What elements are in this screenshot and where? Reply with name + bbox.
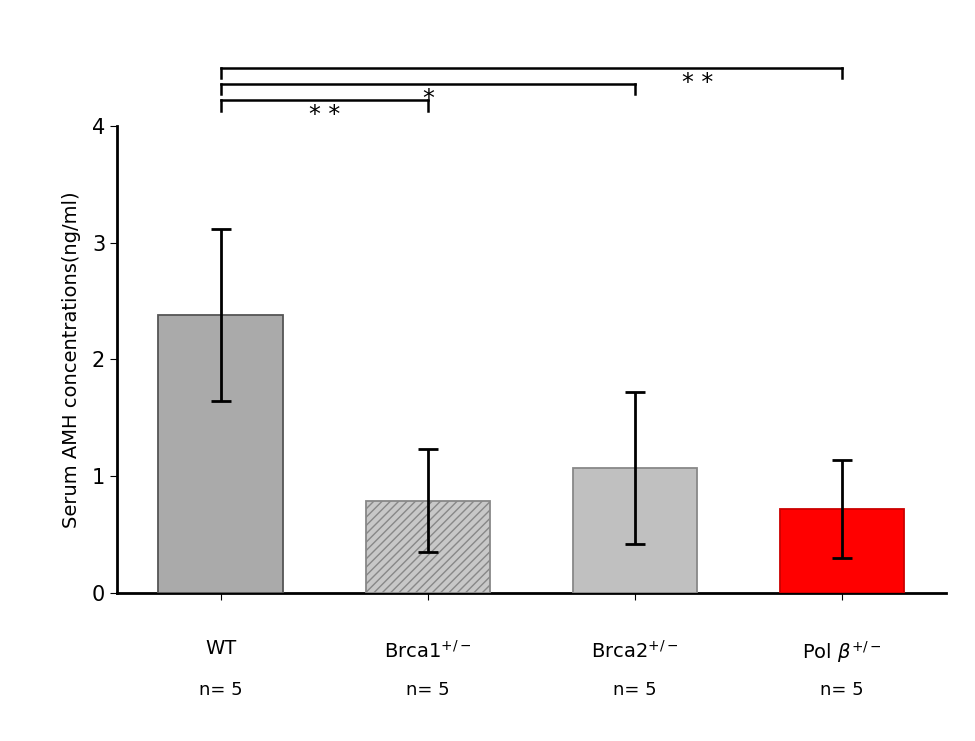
- Bar: [158, 315, 283, 593]
- Bar: [573, 468, 697, 593]
- Text: n= 5: n= 5: [406, 682, 449, 700]
- Text: * *: * *: [682, 70, 713, 95]
- Bar: [366, 501, 489, 593]
- Text: WT: WT: [205, 639, 236, 659]
- Text: n= 5: n= 5: [613, 682, 657, 700]
- Text: Pol $\beta^{+/-}$: Pol $\beta^{+/-}$: [802, 639, 882, 665]
- Text: * *: * *: [308, 104, 340, 127]
- Text: Brca2$^{+/-}$: Brca2$^{+/-}$: [591, 639, 679, 662]
- Text: n= 5: n= 5: [820, 682, 864, 700]
- Bar: [780, 509, 905, 593]
- Y-axis label: Serum AMH concentrations(ng/ml): Serum AMH concentrations(ng/ml): [61, 191, 81, 528]
- Text: *: *: [422, 87, 434, 111]
- Text: Brca1$^{+/-}$: Brca1$^{+/-}$: [384, 639, 472, 662]
- Text: n= 5: n= 5: [199, 682, 243, 700]
